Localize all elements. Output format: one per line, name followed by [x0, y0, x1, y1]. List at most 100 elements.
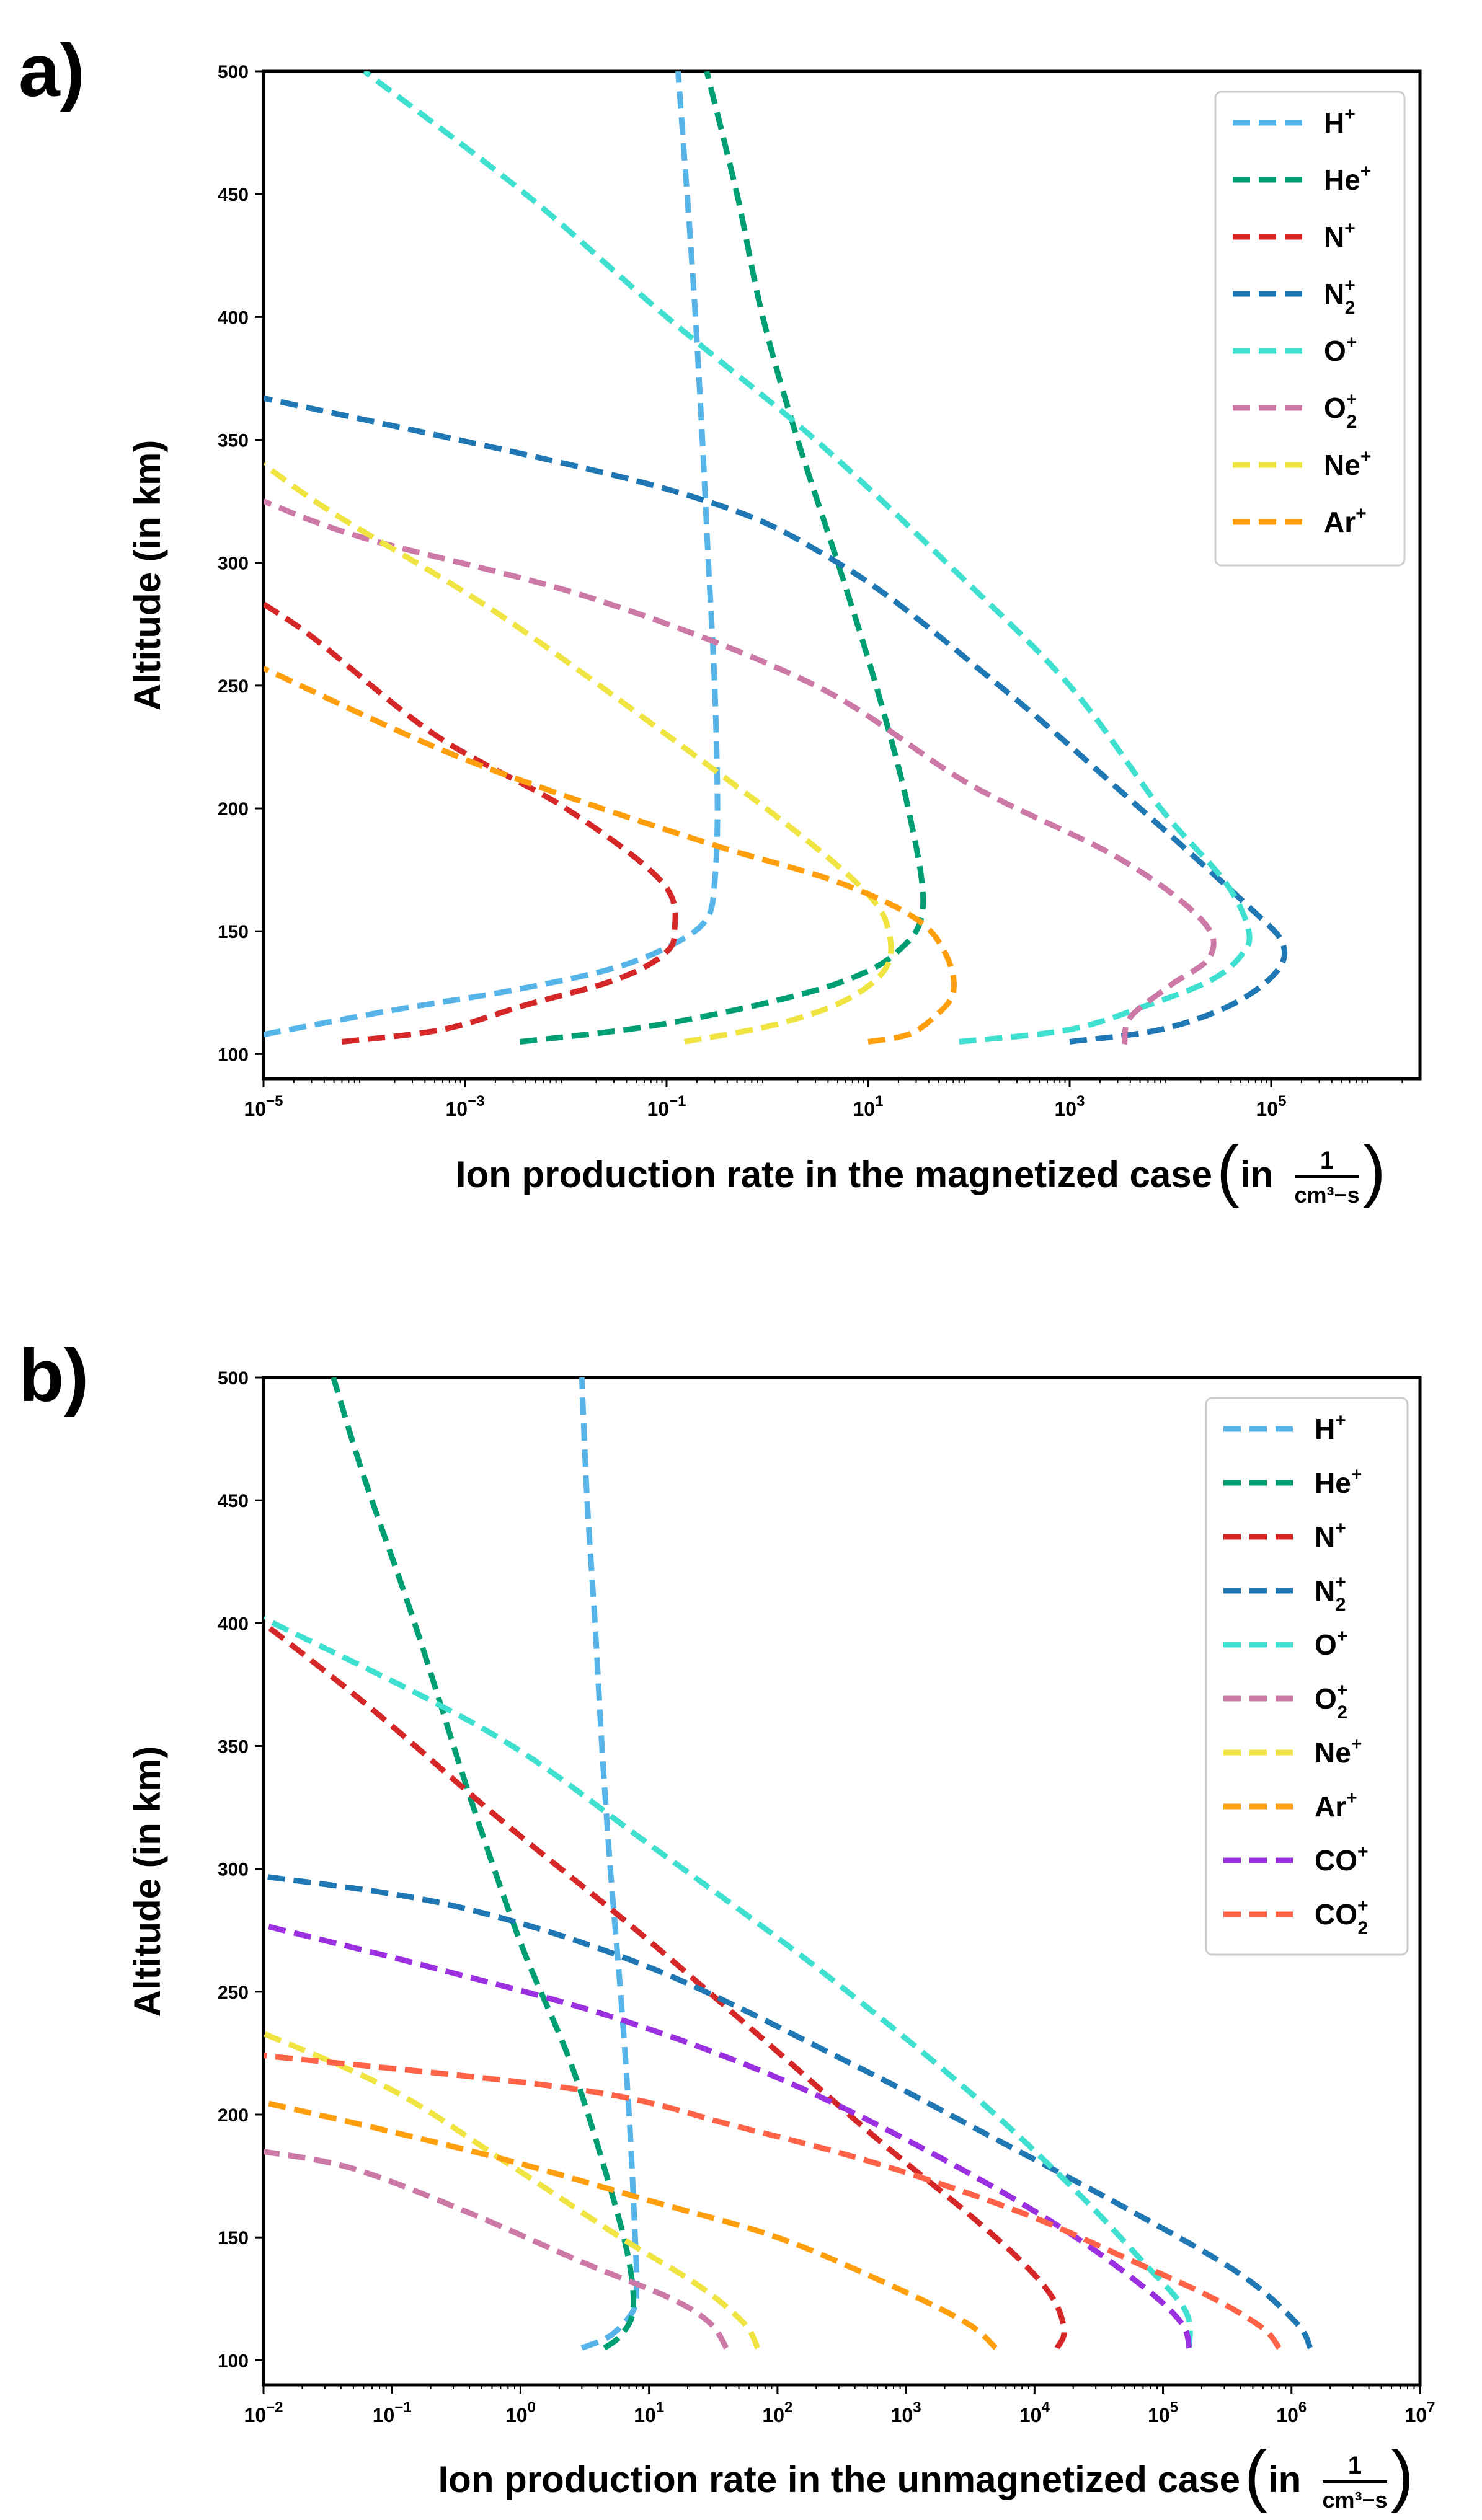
legend-label-sup: + [1344, 218, 1356, 239]
legend-label: H+ [1324, 104, 1356, 139]
plot-b-xtick-label: 106 [1276, 2399, 1307, 2426]
legend-label: O+ 2 [1324, 389, 1357, 432]
legend-label: Ne+ [1324, 446, 1371, 481]
plot-a-frame [262, 69, 1422, 1081]
xtick-base: 10 [373, 2404, 395, 2426]
plot-a-ytick-label: 450 [218, 185, 249, 205]
plot-a-legend-item-ne-plus: Ne+ [1233, 446, 1371, 481]
legend-label-sub: 2 [1345, 298, 1356, 318]
plot-a-legend-item-he-plus: He+ [1233, 161, 1371, 196]
legend-label-base: Ar [1324, 506, 1356, 538]
plot-a-legend-item-o-plus: O+ [1233, 332, 1357, 367]
plot-b-unit-paren-open: ( [1245, 2437, 1267, 2513]
plot-a-xlabel-unit: ( in 1 cm³−s ) [1217, 1132, 1386, 1208]
xtick-exponent: 1 [656, 2399, 664, 2416]
xtick-base: 10 [634, 2404, 656, 2426]
legend-label: H+ [1315, 1410, 1346, 1445]
plot-b-frame [262, 1376, 1422, 2387]
legend-label-base: Ne [1324, 449, 1360, 481]
panel-b: b) 10−2 10−1 100 101 102 103 104 105 106 10710015… [19, 1334, 1435, 2513]
legend-label-base: O [1324, 392, 1346, 424]
plot-b-unit-numerator: 1 [1348, 2452, 1362, 2479]
plot-b-legend-item-co2-plus: CO+ 2 [1223, 1896, 1369, 1939]
plot-b-ytick-label: 250 [218, 1983, 249, 2003]
legend-label-base: Ne [1315, 1736, 1351, 1769]
xtick-exponent: 0 [528, 2399, 536, 2416]
plot-b-ytick-label: 350 [218, 1737, 249, 1757]
plot-b-unit-denominator: cm³−s [1322, 2487, 1387, 2513]
xtick-exponent: −3 [468, 1093, 484, 1110]
xtick-base: 10 [505, 2404, 528, 2426]
plot-b-xtick-label: 10−1 [373, 2399, 412, 2426]
legend-label: He+ [1315, 1464, 1362, 1499]
legend-label: N+ 2 [1315, 1572, 1346, 1615]
plot-b-xtick-label: 103 [891, 2399, 921, 2426]
legend-label-sup: + [1351, 1464, 1362, 1485]
plot-a-xtick-label: 101 [853, 1093, 884, 1120]
legend-label-sup: + [1335, 1518, 1346, 1539]
xtick-exponent: 5 [1170, 2399, 1178, 2416]
legend-label: O+ 2 [1315, 1680, 1347, 1723]
plot-b-legend-item-o-plus: O+ [1223, 1626, 1347, 1661]
legend-label-base: O [1315, 1629, 1337, 1661]
legend-label-sup: + [1344, 275, 1356, 296]
legend-label-sub: 2 [1337, 1702, 1347, 1723]
plot-a-unit-denominator: cm³−s [1294, 1182, 1359, 1208]
plot-b-line-n2-plus [264, 1873, 1313, 2350]
plot-b-ticks: 10−2 10−1 100 101 102 103 104 105 106 10710015020… [218, 1368, 1435, 2426]
plot-b-xlabel-unit: ( in 1 cm³−s ) [1245, 2437, 1414, 2513]
panel-a: a) 10−5 10−3 10−1 101 103 1051001502002503003… [19, 29, 1422, 1208]
xtick-exponent: 2 [784, 2399, 792, 2416]
legend-label-sup: + [1351, 1734, 1362, 1754]
plot-a-line-ne-plus [264, 462, 894, 1045]
legend-label: N+ 2 [1324, 275, 1356, 318]
plot-b-ytick-label: 400 [218, 1614, 249, 1634]
plot-b-legend-item-ar-plus: Ar+ [1223, 1788, 1357, 1823]
plot-a-xtick-label: 105 [1256, 1093, 1286, 1120]
xtick-exponent: 6 [1298, 2399, 1307, 2416]
plot-b-ytick-label: 150 [218, 2228, 249, 2248]
legend-label: Ar+ [1324, 503, 1367, 538]
plot-a-ytick-label: 250 [218, 676, 249, 697]
legend-label-base: N [1315, 1575, 1335, 1607]
legend-label-base: He [1324, 164, 1360, 196]
legend-label-sup: + [1356, 503, 1367, 524]
legend-label-sup: + [1357, 1842, 1369, 1862]
xtick-base: 10 [1148, 2404, 1170, 2426]
xtick-exponent: −5 [266, 1093, 283, 1110]
legend-label-base: N [1324, 278, 1344, 310]
legend-label-sup: + [1346, 389, 1357, 410]
legend-label-sup: + [1346, 332, 1357, 353]
plot-b-xtick-label: 102 [762, 2399, 792, 2426]
plot-b-legend-item-n-plus: N+ [1223, 1518, 1346, 1553]
plot-b-legend-item-o2-plus: O+ 2 [1223, 1680, 1347, 1723]
legend-label-sup: + [1360, 161, 1372, 182]
xtick-exponent: 3 [913, 2399, 921, 2416]
legend-label-sup: + [1337, 1626, 1348, 1647]
xtick-base: 10 [1055, 1098, 1077, 1120]
plot-a-xtick-label: 10−3 [446, 1093, 485, 1120]
plot-a-xtick-label: 10−1 [647, 1093, 686, 1120]
xtick-base: 10 [762, 2404, 784, 2426]
plot-a-unit-prefix: in [1240, 1154, 1273, 1195]
legend-label-base: CO [1315, 1844, 1357, 1877]
legend-label-base: N [1315, 1521, 1335, 1553]
xtick-exponent: 7 [1427, 2399, 1435, 2416]
plot-a-ytick-label: 200 [218, 799, 249, 820]
legend-label: CO+ 2 [1315, 1896, 1369, 1939]
legend-label-base: N [1324, 221, 1344, 253]
plot-a-xlabel: Ion production rate in the magnetized ca… [456, 1154, 1212, 1195]
plot-a-line-n-plus [264, 600, 678, 1045]
plot-a-legend-item-n-plus: N+ [1233, 218, 1356, 253]
xtick-exponent: 4 [1041, 2399, 1050, 2416]
plot-a-legend-box [1214, 91, 1406, 567]
legend-label: N+ [1324, 218, 1356, 253]
plot-b-legend: H+He+N+N+ 2O+O+ 2Ne+Ar+CO+CO+ 2 [1205, 1397, 1409, 1956]
legend-label-base: CO [1315, 1898, 1357, 1930]
plot-b-legend-item-he-plus: He+ [1223, 1464, 1362, 1499]
legend-label: He+ [1324, 161, 1371, 196]
legend-label-sup: + [1335, 1572, 1346, 1593]
plot-b-ytick-label: 450 [218, 1491, 249, 1511]
plot-b-unit-paren-close: ) [1391, 2437, 1414, 2513]
panel-a-label: a) [19, 29, 85, 112]
